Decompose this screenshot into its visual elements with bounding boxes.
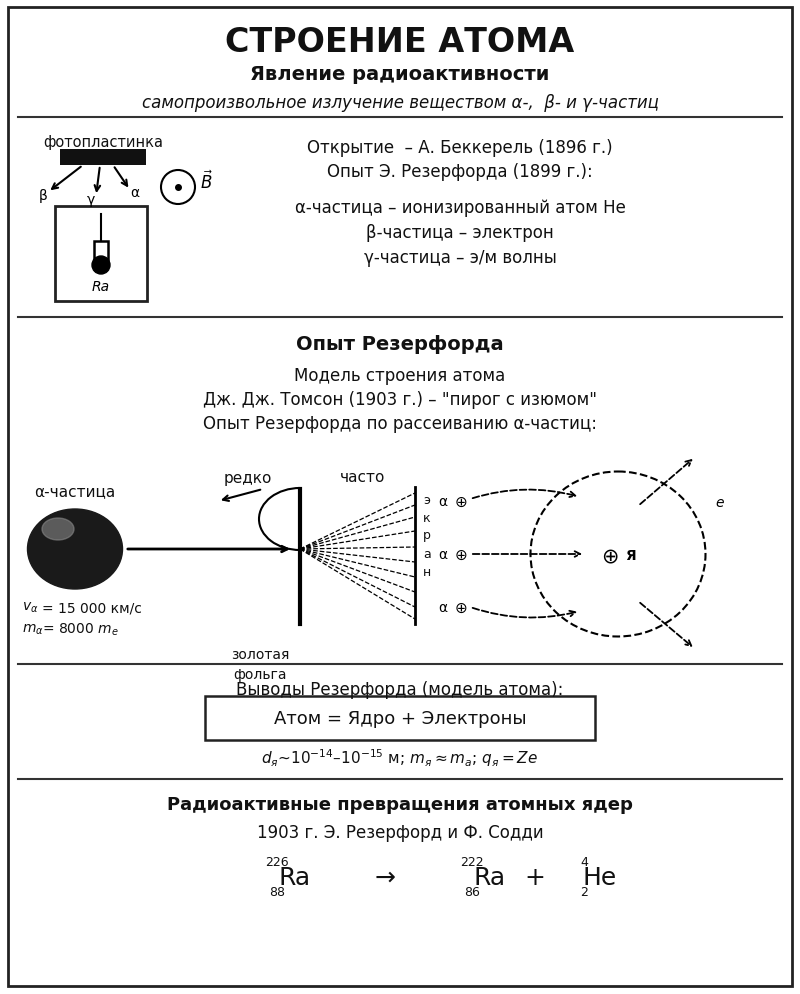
Text: Радиоактивные превращения атомных ядер: Радиоактивные превращения атомных ядер (167, 795, 633, 813)
Text: Выводы Резерфорда (модель атома):: Выводы Резерфорда (модель атома): (236, 680, 564, 699)
Text: α: α (438, 600, 447, 614)
Text: γ: γ (87, 193, 95, 207)
Text: α-частица: α-частица (34, 484, 116, 499)
Text: Опыт Резерфорда по рассеиванию α-частиц:: Опыт Резерфорда по рассеиванию α-частиц: (203, 414, 597, 432)
Circle shape (78, 247, 124, 292)
Text: β: β (38, 189, 47, 203)
Text: $\vec{B}$: $\vec{B}$ (200, 171, 214, 193)
Text: Открытие  – А. Беккерель (1896 г.): Открытие – А. Беккерель (1896 г.) (307, 139, 613, 157)
Text: = 8000 $m_e$: = 8000 $m_e$ (42, 621, 119, 637)
Text: Опыт Э. Резерфорда (1899 г.):: Опыт Э. Резерфорда (1899 г.): (327, 163, 593, 181)
Text: самопроизвольное излучение веществом α-,  β- и γ-частиц: самопроизвольное излучение веществом α-,… (142, 93, 658, 112)
Text: ⊕: ⊕ (455, 494, 468, 509)
Text: $d_я$~10$^{-14}$–10$^{-15}$ м; $m_я \approx m_а$; $q_я = Ze$: $d_я$~10$^{-14}$–10$^{-15}$ м; $m_я \app… (262, 746, 538, 768)
Text: р: р (423, 529, 431, 542)
Text: →: → (374, 865, 395, 889)
FancyBboxPatch shape (205, 697, 595, 741)
Text: а: а (423, 547, 430, 560)
Text: Ra: Ra (279, 865, 311, 889)
Text: Я: Я (625, 549, 635, 563)
Text: СТРОЕНИЕ АТОМА: СТРОЕНИЕ АТОМА (226, 26, 574, 59)
Text: = 15 000 км/с: = 15 000 км/с (42, 600, 142, 614)
Text: 2: 2 (580, 886, 588, 899)
Text: часто: часто (340, 470, 386, 485)
FancyBboxPatch shape (8, 8, 792, 986)
Text: э: э (423, 493, 430, 506)
Text: фольга: фольга (234, 667, 286, 681)
Text: ⊕: ⊕ (455, 600, 468, 615)
Text: ⊕: ⊕ (602, 546, 618, 566)
Text: 222: 222 (460, 856, 484, 869)
Text: н: н (423, 565, 431, 578)
Circle shape (592, 529, 644, 580)
Circle shape (92, 256, 110, 274)
Text: β-частица – электрон: β-частица – электрон (366, 224, 554, 242)
Text: золотая: золотая (231, 647, 289, 661)
Text: 1903 г. Э. Резерфорд и Ф. Содди: 1903 г. Э. Резерфорд и Ф. Содди (257, 823, 543, 841)
Text: 88: 88 (269, 886, 285, 899)
Text: редко: редко (224, 470, 272, 485)
Text: 86: 86 (464, 886, 480, 899)
Text: Модель строения атома: Модель строения атома (294, 367, 506, 385)
Text: α: α (130, 186, 139, 200)
Text: Явление радиоактивности: Явление радиоактивности (250, 66, 550, 84)
Text: Ra: Ra (92, 279, 110, 293)
Ellipse shape (27, 510, 122, 589)
Text: He: He (583, 865, 617, 889)
Text: γ-частица – э/м волны: γ-частица – э/м волны (363, 248, 557, 266)
Text: 226: 226 (265, 856, 289, 869)
Text: Атом = Ядро + Электроны: Атом = Ядро + Электроны (274, 710, 526, 728)
Text: e: e (715, 495, 723, 510)
Text: ⊕: ⊕ (455, 547, 468, 562)
Text: 4: 4 (580, 856, 588, 869)
Bar (94, 242, 108, 265)
Text: к: к (423, 511, 430, 524)
Text: $v_\alpha$: $v_\alpha$ (22, 600, 38, 614)
Text: α: α (438, 494, 447, 509)
Text: α-частица – ионизированный атом He: α-частица – ионизированный атом He (294, 199, 626, 217)
Text: α: α (438, 548, 447, 562)
FancyBboxPatch shape (55, 207, 147, 302)
Ellipse shape (42, 519, 74, 541)
Text: +: + (525, 865, 546, 889)
Text: Дж. Дж. Томсон (1903 г.) – "пирог с изюмом": Дж. Дж. Томсон (1903 г.) – "пирог с изюм… (203, 391, 597, 409)
Text: Опыт Резерфорда: Опыт Резерфорда (296, 334, 504, 353)
Text: фотопластинка: фотопластинка (43, 135, 163, 150)
Bar (60, 150, 146, 166)
Text: $m_\alpha$: $m_\alpha$ (22, 622, 44, 636)
Circle shape (693, 495, 711, 514)
Text: Ra: Ra (474, 865, 506, 889)
